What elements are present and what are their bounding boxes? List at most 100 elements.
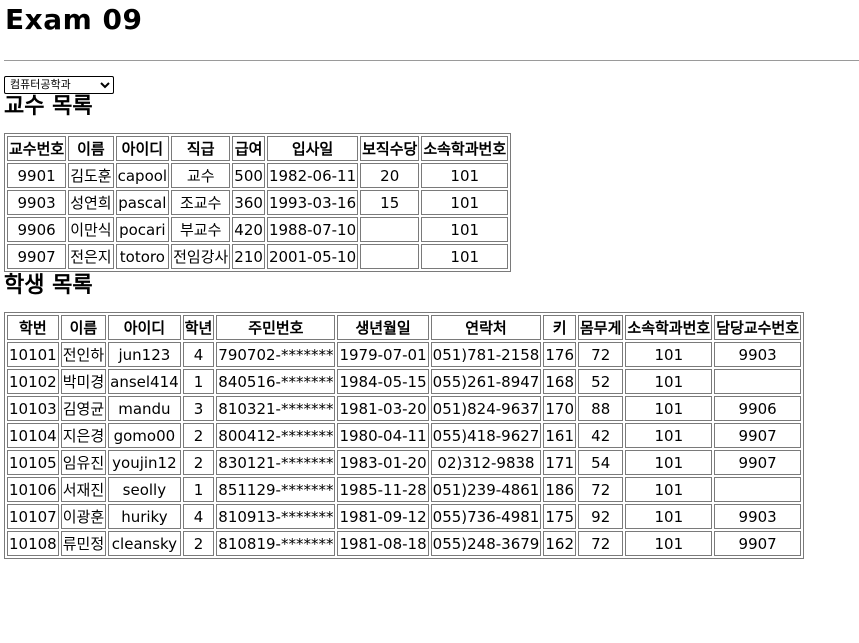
professor-table-cell: totoro bbox=[115, 244, 170, 269]
professor-table-header-cell: 아이디 bbox=[115, 136, 170, 161]
professor-table-cell: 101 bbox=[421, 190, 509, 215]
student-table-cell: 54 bbox=[578, 450, 624, 475]
professor-table-cell bbox=[360, 244, 420, 269]
student-table-cell: mandu bbox=[108, 396, 181, 421]
professor-table-cell: 9901 bbox=[7, 163, 67, 188]
student-table-cell bbox=[714, 477, 802, 502]
student-table-cell: 류민정 bbox=[60, 531, 107, 556]
student-table-row: 10108 류민정 cleansky 2 810819-******* 1981-08-1… bbox=[7, 531, 802, 556]
professor-table-body: 9901 김도훈 capool 교수 500 1982-06-11 20 101 9903 성연희… bbox=[7, 163, 509, 269]
student-table-cell: 이광훈 bbox=[60, 504, 107, 529]
professor-table-cell: 교수 bbox=[171, 163, 231, 188]
professor-table-cell: 조교수 bbox=[171, 190, 231, 215]
student-table-cell: 2 bbox=[182, 531, 215, 556]
student-table-row: 10103 김영균 mandu 3 810321-******* 1981-03-20 05… bbox=[7, 396, 802, 421]
professor-table-cell: 101 bbox=[421, 217, 509, 242]
student-table-row: 10104 지은경 gomo00 2 800412-******* 1980-04-11 0… bbox=[7, 423, 802, 448]
student-table-row: 10102 박미경 ansel414 1 840516-******* 1984-05-1… bbox=[7, 369, 802, 394]
professor-table: 교수번호 이름 아이디 직급 급여 입사일 보직수당 소속학과번호 9901 김도훈 capool… bbox=[4, 133, 512, 272]
student-table-cell: 101 bbox=[625, 423, 713, 448]
student-table-cell: 1984-05-15 bbox=[337, 369, 429, 394]
student-table-cell: 10101 bbox=[7, 342, 59, 367]
student-table-cell: 9906 bbox=[714, 396, 802, 421]
professor-table-header-cell: 소속학과번호 bbox=[421, 136, 509, 161]
student-table-cell: 1 bbox=[182, 369, 215, 394]
student-table-cell: seolly bbox=[108, 477, 181, 502]
student-table-header-cell: 이름 bbox=[60, 315, 107, 340]
student-table-cell: 72 bbox=[578, 477, 624, 502]
student-table-cell: 서재진 bbox=[60, 477, 107, 502]
student-table-cell: 92 bbox=[578, 504, 624, 529]
professor-table-cell: 이만식 bbox=[68, 217, 114, 242]
professor-table-cell: 101 bbox=[421, 244, 509, 269]
student-table-cell: 161 bbox=[543, 423, 576, 448]
professor-table-cell: 9906 bbox=[7, 217, 67, 242]
professor-table-row: 9901 김도훈 capool 교수 500 1982-06-11 20 101 bbox=[7, 163, 509, 188]
student-table-cell: 051)824-9637 bbox=[430, 396, 542, 421]
student-table: 학번 이름 아이디 학년 주민번호 생년월일 연락처 키 몸무게 소속학과번호 담당교수번호 101… bbox=[4, 312, 805, 559]
student-table-cell: 9907 bbox=[714, 423, 802, 448]
student-table-cell: 101 bbox=[625, 369, 713, 394]
student-table-cell: 055)248-3679 bbox=[430, 531, 542, 556]
student-table-cell: 840516-******* bbox=[216, 369, 336, 394]
professor-table-row: 9903 성연희 pascal 조교수 360 1993-03-16 15 101 bbox=[7, 190, 509, 215]
student-table-row: 10107 이광훈 huriky 4 810913-******* 1981-09-12 0… bbox=[7, 504, 802, 529]
student-table-header: 학번 이름 아이디 학년 주민번호 생년월일 연락처 키 몸무게 소속학과번호 담당교수번호 bbox=[7, 315, 802, 340]
student-table-header-cell: 연락처 bbox=[430, 315, 542, 340]
student-table-cell: 170 bbox=[543, 396, 576, 421]
professor-table-cell: 1982-06-11 bbox=[266, 163, 359, 188]
student-table-cell: 055)418-9627 bbox=[430, 423, 542, 448]
professor-table-cell: 101 bbox=[421, 163, 509, 188]
student-table-cell: 72 bbox=[578, 531, 624, 556]
professor-table-cell: 전은지 bbox=[68, 244, 114, 269]
student-table-cell bbox=[714, 369, 802, 394]
professor-list-title: 교수 목록 bbox=[4, 94, 93, 119]
student-table-cell: 800412-******* bbox=[216, 423, 336, 448]
student-table-cell: 1985-11-28 bbox=[337, 477, 429, 502]
student-table-cell: huriky bbox=[108, 504, 181, 529]
department-select[interactable]: 컴퓨터공학과 bbox=[4, 75, 114, 94]
student-table-header-cell: 몸무게 bbox=[578, 315, 624, 340]
student-table-cell: 10103 bbox=[7, 396, 59, 421]
department-select-wrap: 컴퓨터공학과 bbox=[4, 73, 855, 94]
professor-table-header-cell: 급여 bbox=[232, 136, 265, 161]
student-table-cell: 10107 bbox=[7, 504, 59, 529]
student-table-cell: 055)261-8947 bbox=[430, 369, 542, 394]
student-table-cell: ansel414 bbox=[108, 369, 181, 394]
student-table-cell: 168 bbox=[543, 369, 576, 394]
student-table-cell: 055)736-4981 bbox=[430, 504, 542, 529]
student-table-cell: 101 bbox=[625, 477, 713, 502]
professor-table-cell: pascal bbox=[115, 190, 170, 215]
student-table-cell: 171 bbox=[543, 450, 576, 475]
professor-table-cell: 1988-07-10 bbox=[266, 217, 359, 242]
student-table-cell: 175 bbox=[543, 504, 576, 529]
student-table-cell: 2 bbox=[182, 450, 215, 475]
student-table-cell: 9903 bbox=[714, 342, 802, 367]
student-table-cell: 지은경 bbox=[60, 423, 107, 448]
student-table-cell: 101 bbox=[625, 450, 713, 475]
student-table-cell: 9907 bbox=[714, 450, 802, 475]
professor-table-cell: 20 bbox=[360, 163, 420, 188]
student-table-cell: 1981-09-12 bbox=[337, 504, 429, 529]
student-table-cell: 42 bbox=[578, 423, 624, 448]
student-table-cell: 101 bbox=[625, 342, 713, 367]
student-table-header-cell: 학년 bbox=[182, 315, 215, 340]
student-table-cell: 10105 bbox=[7, 450, 59, 475]
student-table-header-cell: 담당교수번호 bbox=[714, 315, 802, 340]
student-table-header-cell: 키 bbox=[543, 315, 576, 340]
professor-table-header-cell: 교수번호 bbox=[7, 136, 67, 161]
student-table-cell: 810913-******* bbox=[216, 504, 336, 529]
student-table-cell: 전인하 bbox=[60, 342, 107, 367]
student-table-cell: 4 bbox=[182, 342, 215, 367]
student-table-cell: 851129-******* bbox=[216, 477, 336, 502]
professor-table-cell: 500 bbox=[232, 163, 265, 188]
student-table-cell: youjin12 bbox=[108, 450, 181, 475]
student-table-cell: 임유진 bbox=[60, 450, 107, 475]
student-table-cell: 1980-04-11 bbox=[337, 423, 429, 448]
professor-table-cell: 2001-05-10 bbox=[266, 244, 359, 269]
professor-table-cell: 부교수 bbox=[171, 217, 231, 242]
professor-table-cell bbox=[360, 217, 420, 242]
student-table-cell: 1983-01-20 bbox=[337, 450, 429, 475]
student-table-header-cell: 생년월일 bbox=[337, 315, 429, 340]
student-table-cell: 88 bbox=[578, 396, 624, 421]
